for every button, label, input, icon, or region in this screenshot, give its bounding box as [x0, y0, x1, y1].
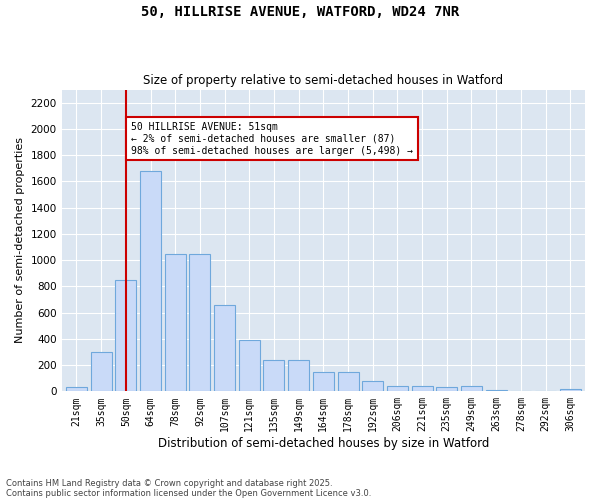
- Text: Contains HM Land Registry data © Crown copyright and database right 2025.: Contains HM Land Registry data © Crown c…: [6, 478, 332, 488]
- Bar: [115, 280, 136, 392]
- Y-axis label: Number of semi-detached properties: Number of semi-detached properties: [15, 138, 25, 344]
- Bar: [288, 360, 309, 392]
- Bar: [560, 388, 581, 392]
- Bar: [485, 390, 506, 392]
- Bar: [66, 388, 87, 392]
- Bar: [214, 304, 235, 392]
- Bar: [165, 254, 186, 392]
- Text: Contains public sector information licensed under the Open Government Licence v3: Contains public sector information licen…: [6, 488, 371, 498]
- Bar: [190, 254, 211, 392]
- Bar: [387, 386, 408, 392]
- Bar: [461, 386, 482, 392]
- X-axis label: Distribution of semi-detached houses by size in Watford: Distribution of semi-detached houses by …: [158, 437, 489, 450]
- Bar: [338, 372, 359, 392]
- Text: 50, HILLRISE AVENUE, WATFORD, WD24 7NR: 50, HILLRISE AVENUE, WATFORD, WD24 7NR: [141, 5, 459, 19]
- Bar: [511, 390, 532, 392]
- Bar: [263, 360, 284, 392]
- Bar: [436, 388, 457, 392]
- Bar: [412, 386, 433, 392]
- Title: Size of property relative to semi-detached houses in Watford: Size of property relative to semi-detach…: [143, 74, 503, 87]
- Bar: [535, 390, 556, 392]
- Bar: [91, 352, 112, 392]
- Text: 50 HILLRISE AVENUE: 51sqm
← 2% of semi-detached houses are smaller (87)
98% of s: 50 HILLRISE AVENUE: 51sqm ← 2% of semi-d…: [131, 122, 413, 156]
- Bar: [239, 340, 260, 392]
- Bar: [362, 381, 383, 392]
- Bar: [313, 372, 334, 392]
- Bar: [140, 171, 161, 392]
